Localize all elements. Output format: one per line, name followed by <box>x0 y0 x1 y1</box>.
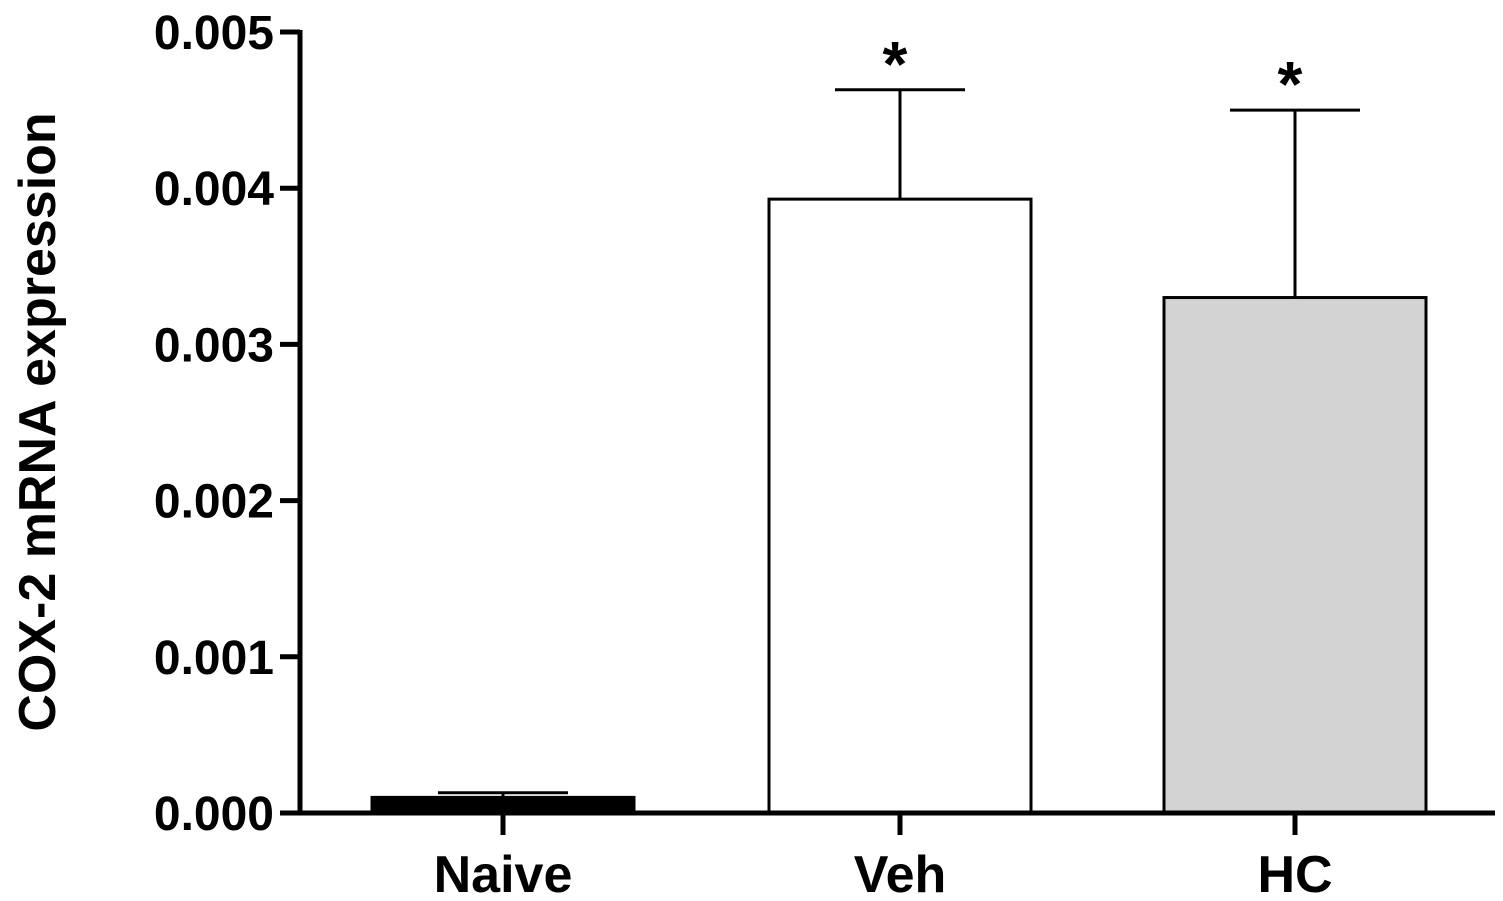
axes-layer <box>280 29 1495 835</box>
bar-hc <box>1162 296 1428 815</box>
y-axis-label: COX-2 mRNA expression <box>9 112 67 731</box>
x-tick-label-naive: Naive <box>434 846 573 901</box>
y-tick-label: 0.001 <box>154 632 274 685</box>
x-tick-label-veh: Veh <box>854 846 947 901</box>
significance-marker-hc: * <box>1278 48 1303 120</box>
bars-layer <box>370 197 1428 815</box>
y-tick-label: 0.004 <box>154 163 274 216</box>
error-bars-layer <box>438 88 1360 798</box>
y-tick-label: 0.002 <box>154 476 274 529</box>
significance-marker-veh: * <box>883 28 908 100</box>
x-tick-label-hc: HC <box>1257 846 1332 901</box>
labels-layer: Naive * Veh * HC 0.000 0.001 0.002 0.003 0.004 0.0… <box>154 7 1333 901</box>
y-tick-label: 0.003 <box>154 319 274 372</box>
bar-veh <box>767 197 1033 815</box>
y-tick-label: 0.000 <box>154 788 274 841</box>
y-tick-label: 0.005 <box>154 7 274 60</box>
